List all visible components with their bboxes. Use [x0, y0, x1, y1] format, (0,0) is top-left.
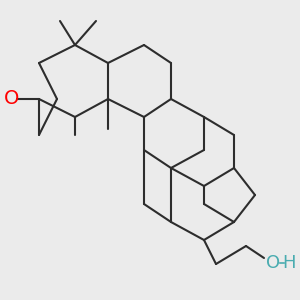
Text: H: H [283, 254, 296, 272]
Text: O: O [4, 89, 19, 109]
Text: O: O [266, 254, 280, 272]
